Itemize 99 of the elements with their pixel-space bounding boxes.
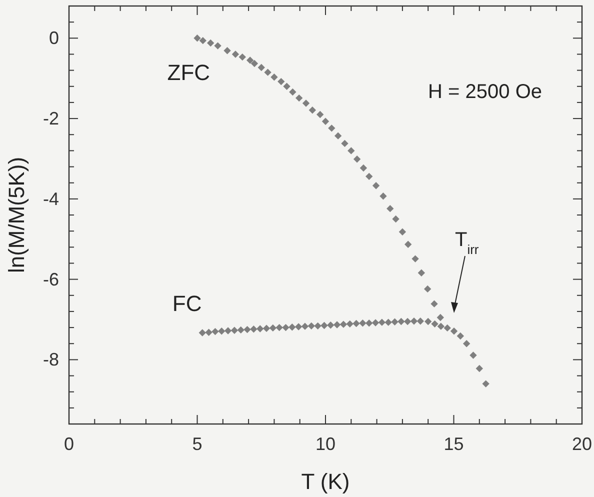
- point: [214, 42, 222, 50]
- point: [199, 36, 206, 44]
- point: [212, 328, 219, 336]
- point: [244, 326, 251, 334]
- point: [353, 156, 361, 163]
- point: [276, 324, 283, 332]
- point: [269, 324, 277, 332]
- point: [246, 56, 254, 64]
- point: [398, 228, 406, 236]
- annotation: H = 2500 Oe: [428, 81, 542, 103]
- point: [418, 269, 426, 276]
- point: [340, 320, 348, 328]
- point: [232, 50, 240, 58]
- point: [238, 53, 246, 61]
- point: [194, 34, 201, 42]
- point: [378, 318, 386, 326]
- point: [289, 88, 296, 96]
- point: [450, 328, 458, 335]
- annotation: T$_{irr}$: [455, 229, 480, 256]
- x-axis-title: T (K): [301, 469, 350, 494]
- point: [224, 47, 231, 54]
- point: [437, 322, 445, 330]
- point: [302, 100, 310, 107]
- point: [322, 118, 330, 125]
- point: [456, 332, 464, 340]
- point: [328, 124, 336, 132]
- point: [384, 318, 392, 326]
- point: [416, 318, 424, 325]
- y-tick-label: -4: [42, 188, 59, 209]
- point: [258, 64, 265, 72]
- point: [308, 106, 316, 114]
- x-tick-label: 10: [315, 434, 336, 454]
- y-tick-label: -2: [42, 108, 59, 129]
- y-tick-label: 0: [48, 28, 59, 48]
- x-tick-label: 0: [64, 434, 74, 454]
- point: [320, 322, 328, 330]
- point: [198, 329, 206, 336]
- y-tick-label: -6: [42, 269, 59, 290]
- x-tick-label: 15: [444, 434, 464, 454]
- point: [462, 340, 470, 348]
- point: [270, 74, 278, 81]
- point: [430, 300, 438, 308]
- point: [256, 325, 264, 332]
- point: [250, 60, 258, 68]
- point: [294, 323, 302, 330]
- point: [264, 68, 272, 76]
- point: [334, 132, 342, 140]
- point: [391, 318, 398, 326]
- point: [295, 94, 303, 102]
- point: [431, 320, 438, 328]
- point: [386, 204, 394, 212]
- point: [398, 318, 405, 326]
- point: [346, 320, 354, 328]
- point: [410, 318, 418, 325]
- point: [404, 318, 412, 326]
- point: [424, 285, 432, 293]
- point: [301, 322, 309, 330]
- x-tick-label: 5: [192, 434, 202, 454]
- x-tick-label: 20: [572, 434, 592, 454]
- point: [308, 322, 315, 330]
- point: [380, 192, 387, 200]
- point: [341, 140, 348, 148]
- point: [278, 78, 285, 86]
- y-tick-label: -8: [42, 350, 59, 370]
- point: [288, 324, 296, 331]
- point: [359, 320, 366, 327]
- point: [218, 328, 226, 335]
- point: [476, 364, 483, 372]
- point: [352, 320, 360, 328]
- point: [327, 322, 334, 329]
- point: [262, 324, 270, 332]
- point: [316, 110, 324, 118]
- series-label: FC: [172, 290, 202, 316]
- point: [412, 255, 419, 262]
- point: [444, 324, 451, 332]
- point: [348, 147, 355, 154]
- point: [237, 326, 244, 334]
- point: [282, 324, 290, 332]
- point: [424, 318, 432, 326]
- point: [314, 322, 322, 330]
- point: [404, 240, 412, 248]
- point: [205, 328, 212, 336]
- point: [436, 314, 444, 322]
- point: [333, 321, 341, 328]
- y-axis-title: ln(M/M(5K)): [4, 156, 29, 274]
- point: [360, 164, 368, 172]
- point: [482, 380, 490, 388]
- point: [372, 182, 380, 190]
- point: [283, 82, 290, 90]
- point: [470, 352, 477, 359]
- series-label: ZFC: [167, 60, 210, 86]
- point: [366, 320, 373, 327]
- point: [392, 215, 400, 223]
- point: [224, 327, 232, 334]
- point: [230, 326, 238, 334]
- point: [366, 172, 373, 180]
- point: [372, 319, 380, 326]
- point: [250, 326, 258, 333]
- point: [206, 39, 214, 47]
